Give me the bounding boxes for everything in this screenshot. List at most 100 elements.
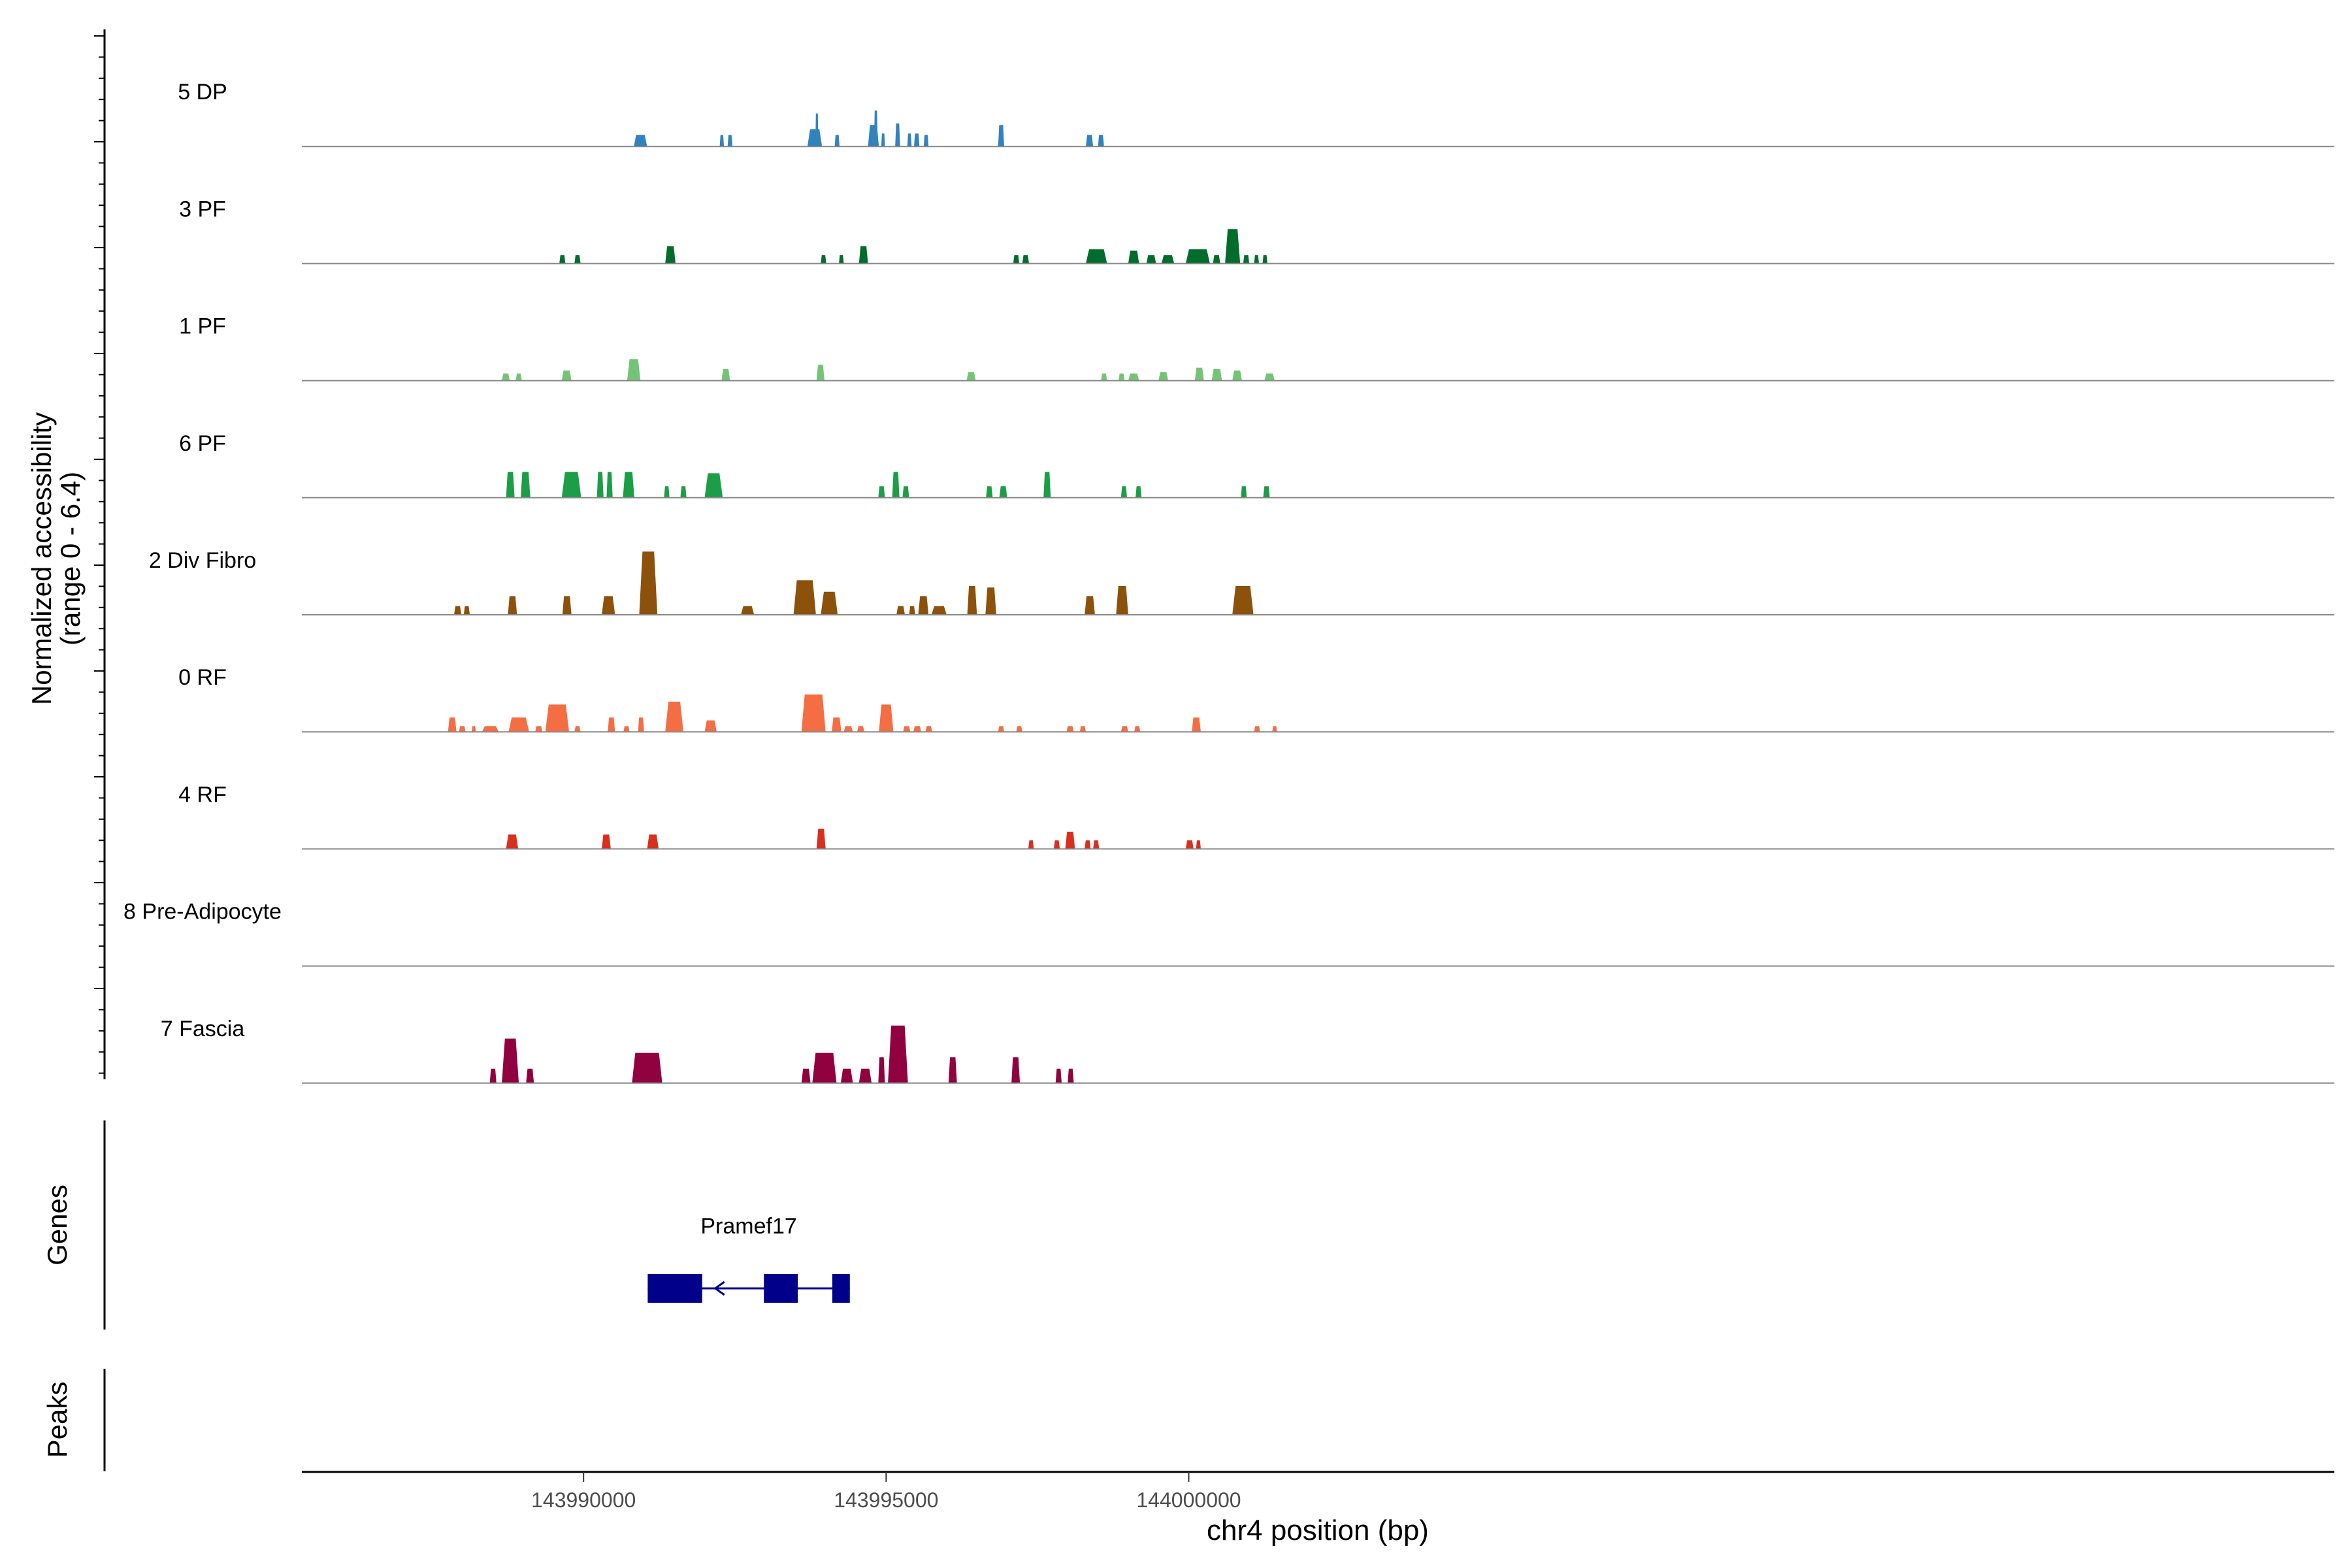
coverage-peak bbox=[839, 255, 844, 264]
track-label: 1 PF bbox=[179, 314, 226, 339]
coverage-peak bbox=[1116, 586, 1128, 615]
coverage-peak bbox=[1134, 726, 1141, 732]
coverage-peak bbox=[535, 726, 543, 732]
coverage-peak bbox=[627, 359, 641, 381]
coverage-peak bbox=[858, 1068, 872, 1083]
coverage-peak bbox=[1085, 596, 1095, 615]
track-4-rf: 4 RF bbox=[178, 782, 2334, 850]
coverage-peak bbox=[1065, 832, 1075, 849]
coverage-peak bbox=[502, 1038, 519, 1083]
coverage-peak bbox=[1086, 135, 1094, 147]
coverage-peak bbox=[647, 834, 659, 849]
coverage-peak bbox=[596, 472, 604, 498]
coverage-peak bbox=[816, 365, 825, 381]
coverage-peak bbox=[918, 596, 929, 615]
coverage-peak bbox=[816, 828, 826, 849]
coverage-peak bbox=[559, 255, 566, 264]
coverage-peak bbox=[1192, 717, 1201, 732]
coverage-peak bbox=[454, 606, 462, 615]
coverage-peak bbox=[1213, 255, 1220, 264]
coverage-peak bbox=[508, 596, 517, 615]
coverage-peak bbox=[632, 1053, 662, 1083]
track-2-div-fibro: 2 Div Fibro bbox=[149, 548, 2334, 615]
coverage-peak bbox=[459, 726, 466, 732]
coverage-peak bbox=[1055, 1068, 1062, 1083]
coverage-peak bbox=[506, 472, 515, 498]
coverage-peak bbox=[966, 372, 976, 381]
coverage-peak bbox=[1185, 840, 1194, 849]
coverage-peak bbox=[948, 1057, 957, 1083]
coverage-peak bbox=[665, 702, 683, 732]
coverage-peak bbox=[892, 472, 900, 498]
track-3-pf: 3 PF bbox=[179, 197, 2334, 265]
gene-exon bbox=[647, 1274, 702, 1303]
coverage-peak bbox=[463, 606, 470, 615]
coverage-peak bbox=[801, 694, 826, 732]
coverage-peak bbox=[502, 373, 510, 381]
track-1-pf: 1 PF bbox=[179, 314, 2334, 382]
coverage-peak bbox=[602, 834, 611, 849]
track-label: 4 RF bbox=[178, 782, 227, 807]
track-5-dp: 5 DP bbox=[178, 80, 2334, 148]
track-label: 2 Div Fibro bbox=[149, 548, 256, 573]
coverage-peak bbox=[1211, 369, 1222, 381]
coverage-peak bbox=[602, 596, 615, 615]
coverage-peak bbox=[1161, 255, 1175, 264]
coverage-peak bbox=[801, 1068, 811, 1083]
coverage-peak bbox=[561, 370, 572, 381]
gene-exon bbox=[832, 1274, 850, 1303]
coverage-peak bbox=[1119, 373, 1125, 381]
y-axis-range-label: (range 0 - 6.4) bbox=[55, 472, 86, 645]
coverage-peak bbox=[1085, 840, 1091, 849]
coverage-peak bbox=[1158, 372, 1168, 381]
coverage-peak bbox=[639, 551, 658, 615]
coverage-peak bbox=[515, 373, 522, 381]
coverage-peak bbox=[1120, 726, 1128, 732]
coverage-peak bbox=[1264, 373, 1275, 381]
coverage-peak bbox=[508, 717, 529, 732]
coverage-peak bbox=[1225, 229, 1241, 264]
coverage-peak bbox=[1098, 135, 1104, 147]
coverage-peak bbox=[807, 129, 823, 147]
coverage-peak bbox=[812, 1053, 837, 1083]
coverage-peak bbox=[909, 606, 915, 615]
coverage-peak bbox=[1254, 726, 1260, 732]
x-axis-label: chr4 position (bp) bbox=[1207, 1514, 1429, 1546]
gene-exon bbox=[764, 1274, 798, 1303]
coverage-peak bbox=[1262, 255, 1267, 264]
coverage-peak bbox=[1263, 486, 1270, 498]
track-label: 7 Fascia bbox=[161, 1017, 245, 1041]
coverage-peak bbox=[902, 486, 909, 498]
coverage-peak bbox=[998, 125, 1004, 147]
coverage-peak bbox=[1043, 472, 1051, 498]
track-label: 6 PF bbox=[179, 431, 226, 456]
coverage-peak bbox=[623, 472, 634, 498]
coverage-peak bbox=[998, 726, 1004, 732]
coverage-peak bbox=[471, 726, 476, 732]
coverage-peak bbox=[1066, 726, 1074, 732]
coverage-peak bbox=[821, 591, 838, 615]
coverage-peak bbox=[1101, 373, 1107, 381]
coverage-peak bbox=[721, 369, 730, 381]
coverage-peak bbox=[1232, 586, 1254, 615]
coverage-peak bbox=[1068, 1068, 1074, 1083]
coverage-peak bbox=[1232, 370, 1242, 381]
coverage-peak bbox=[606, 472, 613, 498]
coverage-peak bbox=[1053, 840, 1060, 849]
coverage-peak bbox=[903, 726, 911, 732]
coverage-peak bbox=[1079, 726, 1086, 732]
coverage-peak bbox=[489, 1068, 497, 1083]
coverage-peak bbox=[704, 473, 723, 498]
coverage-peak bbox=[634, 135, 647, 147]
coverage-peak bbox=[1093, 840, 1100, 849]
coverage-peak bbox=[895, 123, 900, 147]
coverage-peak bbox=[913, 726, 922, 732]
coverage-peak bbox=[821, 255, 826, 264]
gene-annotation-track: Pramef17 bbox=[647, 1214, 850, 1303]
track-7-fascia: 7 Fascia bbox=[161, 1017, 2334, 1084]
peaks-panel-label: Peaks bbox=[42, 1382, 73, 1458]
coverage-peak bbox=[520, 472, 531, 498]
genes-panel-label: Genes bbox=[42, 1184, 73, 1266]
coverage-peak bbox=[727, 135, 733, 147]
